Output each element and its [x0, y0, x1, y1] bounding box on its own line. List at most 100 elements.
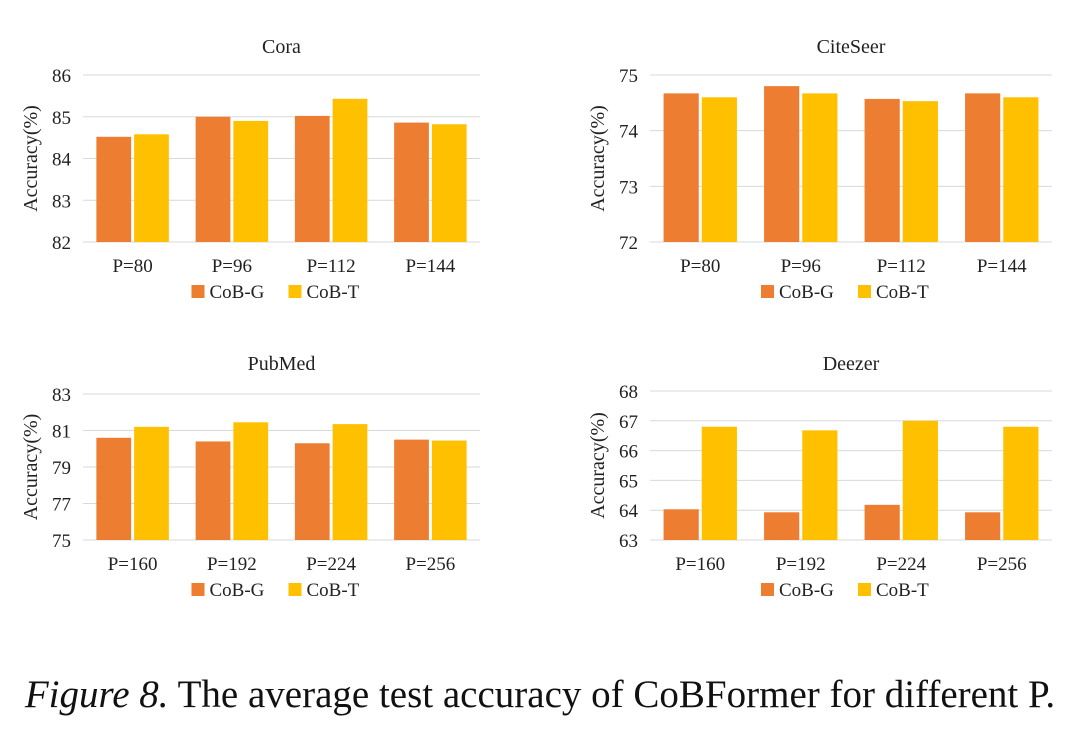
- bar-cob-t-p224: [902, 420, 938, 540]
- bar-cob-t-p256: [431, 440, 467, 540]
- figure-caption: Figure 8. The average test accuracy of C…: [0, 672, 1080, 717]
- bar-cob-g-p256: [394, 439, 429, 540]
- y-tick-label: 63: [619, 531, 638, 552]
- legend-item-cob-t: CoB-T: [288, 580, 360, 601]
- bar-cob-t-p160: [701, 426, 737, 540]
- legend-swatch: [858, 285, 871, 298]
- legend-item-cob-t: CoB-T: [858, 580, 929, 601]
- bar-cob-g-p80: [96, 136, 132, 242]
- legend-label: CoB-G: [210, 580, 265, 601]
- caption-text: The average test accuracy of CoBFormer f…: [168, 673, 1056, 716]
- bar-cob-t-p96: [233, 120, 269, 242]
- y-tick-label: 77: [52, 495, 71, 516]
- y-axis-label: Accuracy(%): [587, 105, 609, 212]
- x-tick-label: P=144: [977, 256, 1027, 277]
- bar-cob-g-p96: [764, 86, 800, 242]
- y-axis-label: Accuracy(%): [20, 414, 42, 521]
- bar-cob-t-p224: [332, 424, 368, 540]
- bar-cob-t-p96: [802, 93, 838, 243]
- bar-cob-g-p160: [663, 509, 699, 540]
- figure-charts: Cora 82 83 84 85 86 Accuracy(%) P=80 P=96 P=112 P=…: [20, 36, 1052, 601]
- bar-cob-t-p160: [134, 426, 169, 540]
- x-tick-label: P=160: [108, 554, 158, 575]
- legend-item-cob-g: CoB-G: [191, 282, 265, 303]
- y-tick-label: 66: [619, 442, 638, 463]
- bar-cob-g-p192: [195, 441, 231, 540]
- y-tick-label: 65: [619, 471, 638, 492]
- legend-swatch: [288, 285, 302, 298]
- x-tick-label: P=224: [306, 554, 356, 575]
- y-tick-label: 79: [52, 458, 71, 479]
- x-tick-label: P=80: [112, 256, 152, 277]
- bar-cob-g-p144: [965, 93, 1001, 243]
- bar-cob-g-p224: [864, 504, 900, 540]
- x-tick-label: P=256: [405, 554, 455, 575]
- legend-item-cob-g: CoB-G: [761, 282, 834, 303]
- legend: CoB-G CoB-T: [191, 282, 360, 303]
- legend-label: CoB-T: [307, 580, 360, 601]
- legend-item-cob-g: CoB-G: [191, 580, 265, 601]
- bar-cob-t-p112: [902, 101, 938, 242]
- legend-item-cob-g: CoB-G: [761, 580, 834, 601]
- bar-cob-g-p144: [394, 122, 429, 242]
- y-tick-label: 73: [619, 177, 638, 198]
- bar-cob-t-p112: [332, 98, 368, 242]
- bar-cob-g-p80: [663, 93, 699, 243]
- chart-citeseer: CiteSeer 72 73 74 75 Accuracy(%) P=80 P=96 P=112…: [587, 36, 1052, 303]
- y-axis-label: Accuracy(%): [587, 412, 609, 519]
- legend-item-cob-t: CoB-T: [288, 282, 360, 303]
- y-tick-label: 84: [52, 150, 72, 171]
- legend-swatch: [288, 583, 302, 596]
- bar-cob-t-p192: [233, 422, 269, 540]
- legend-swatch: [191, 583, 205, 596]
- x-tick-label: P=80: [680, 256, 720, 277]
- legend: CoB-G CoB-T: [191, 580, 360, 601]
- bar-cob-t-p256: [1003, 426, 1039, 540]
- chart-title: CiteSeer: [817, 36, 886, 58]
- x-tick-label: P=112: [307, 256, 356, 277]
- x-tick-label: P=112: [877, 256, 926, 277]
- bar-cob-t-p144: [431, 124, 467, 242]
- y-tick-label: 74: [619, 122, 639, 143]
- x-tick-label: P=160: [675, 554, 725, 575]
- x-tick-label: P=96: [781, 256, 821, 277]
- y-tick-label: 81: [52, 422, 71, 443]
- bar-cob-g-p256: [965, 512, 1001, 540]
- x-tick-label: P=192: [776, 554, 826, 575]
- bar-cob-g-p112: [864, 98, 900, 242]
- bar-cob-g-p112: [294, 115, 330, 242]
- y-tick-label: 83: [52, 385, 71, 406]
- bar-cob-g-p160: [96, 437, 132, 540]
- chart-title: Deezer: [823, 353, 880, 375]
- x-tick-label: P=96: [212, 256, 252, 277]
- x-tick-label: P=192: [207, 554, 257, 575]
- y-tick-label: 64: [619, 501, 639, 522]
- y-tick-label: 86: [52, 66, 71, 87]
- y-tick-label: 75: [619, 66, 638, 87]
- legend: CoB-G CoB-T: [761, 282, 929, 303]
- chart-cora: Cora 82 83 84 85 86 Accuracy(%) P=80 P=96 P=112 P=…: [20, 36, 480, 303]
- bar-cob-g-p96: [195, 116, 231, 242]
- y-tick-label: 75: [52, 531, 71, 552]
- x-tick-label: P=224: [876, 554, 926, 575]
- legend-swatch: [858, 583, 871, 596]
- legend-label: CoB-G: [779, 580, 834, 601]
- legend-label: CoB-T: [307, 282, 360, 303]
- legend-label: CoB-G: [779, 282, 834, 303]
- caption-label: Figure 8.: [24, 673, 169, 716]
- x-tick-label: P=144: [405, 256, 455, 277]
- chart-title: PubMed: [248, 353, 316, 375]
- legend-swatch: [191, 285, 205, 298]
- bar-cob-t-p144: [1003, 97, 1039, 243]
- legend-label: CoB-G: [210, 282, 265, 303]
- y-tick-label: 85: [52, 108, 71, 129]
- bar-cob-g-p224: [294, 443, 330, 540]
- chart-title: Cora: [262, 36, 301, 58]
- legend-item-cob-t: CoB-T: [858, 282, 929, 303]
- bar-cob-t-p192: [802, 430, 838, 540]
- bar-cob-t-p80: [134, 134, 169, 242]
- y-tick-label: 68: [619, 382, 638, 403]
- bar-cob-t-p80: [701, 97, 737, 243]
- bar-cob-g-p192: [764, 512, 800, 540]
- legend: CoB-G CoB-T: [761, 580, 929, 601]
